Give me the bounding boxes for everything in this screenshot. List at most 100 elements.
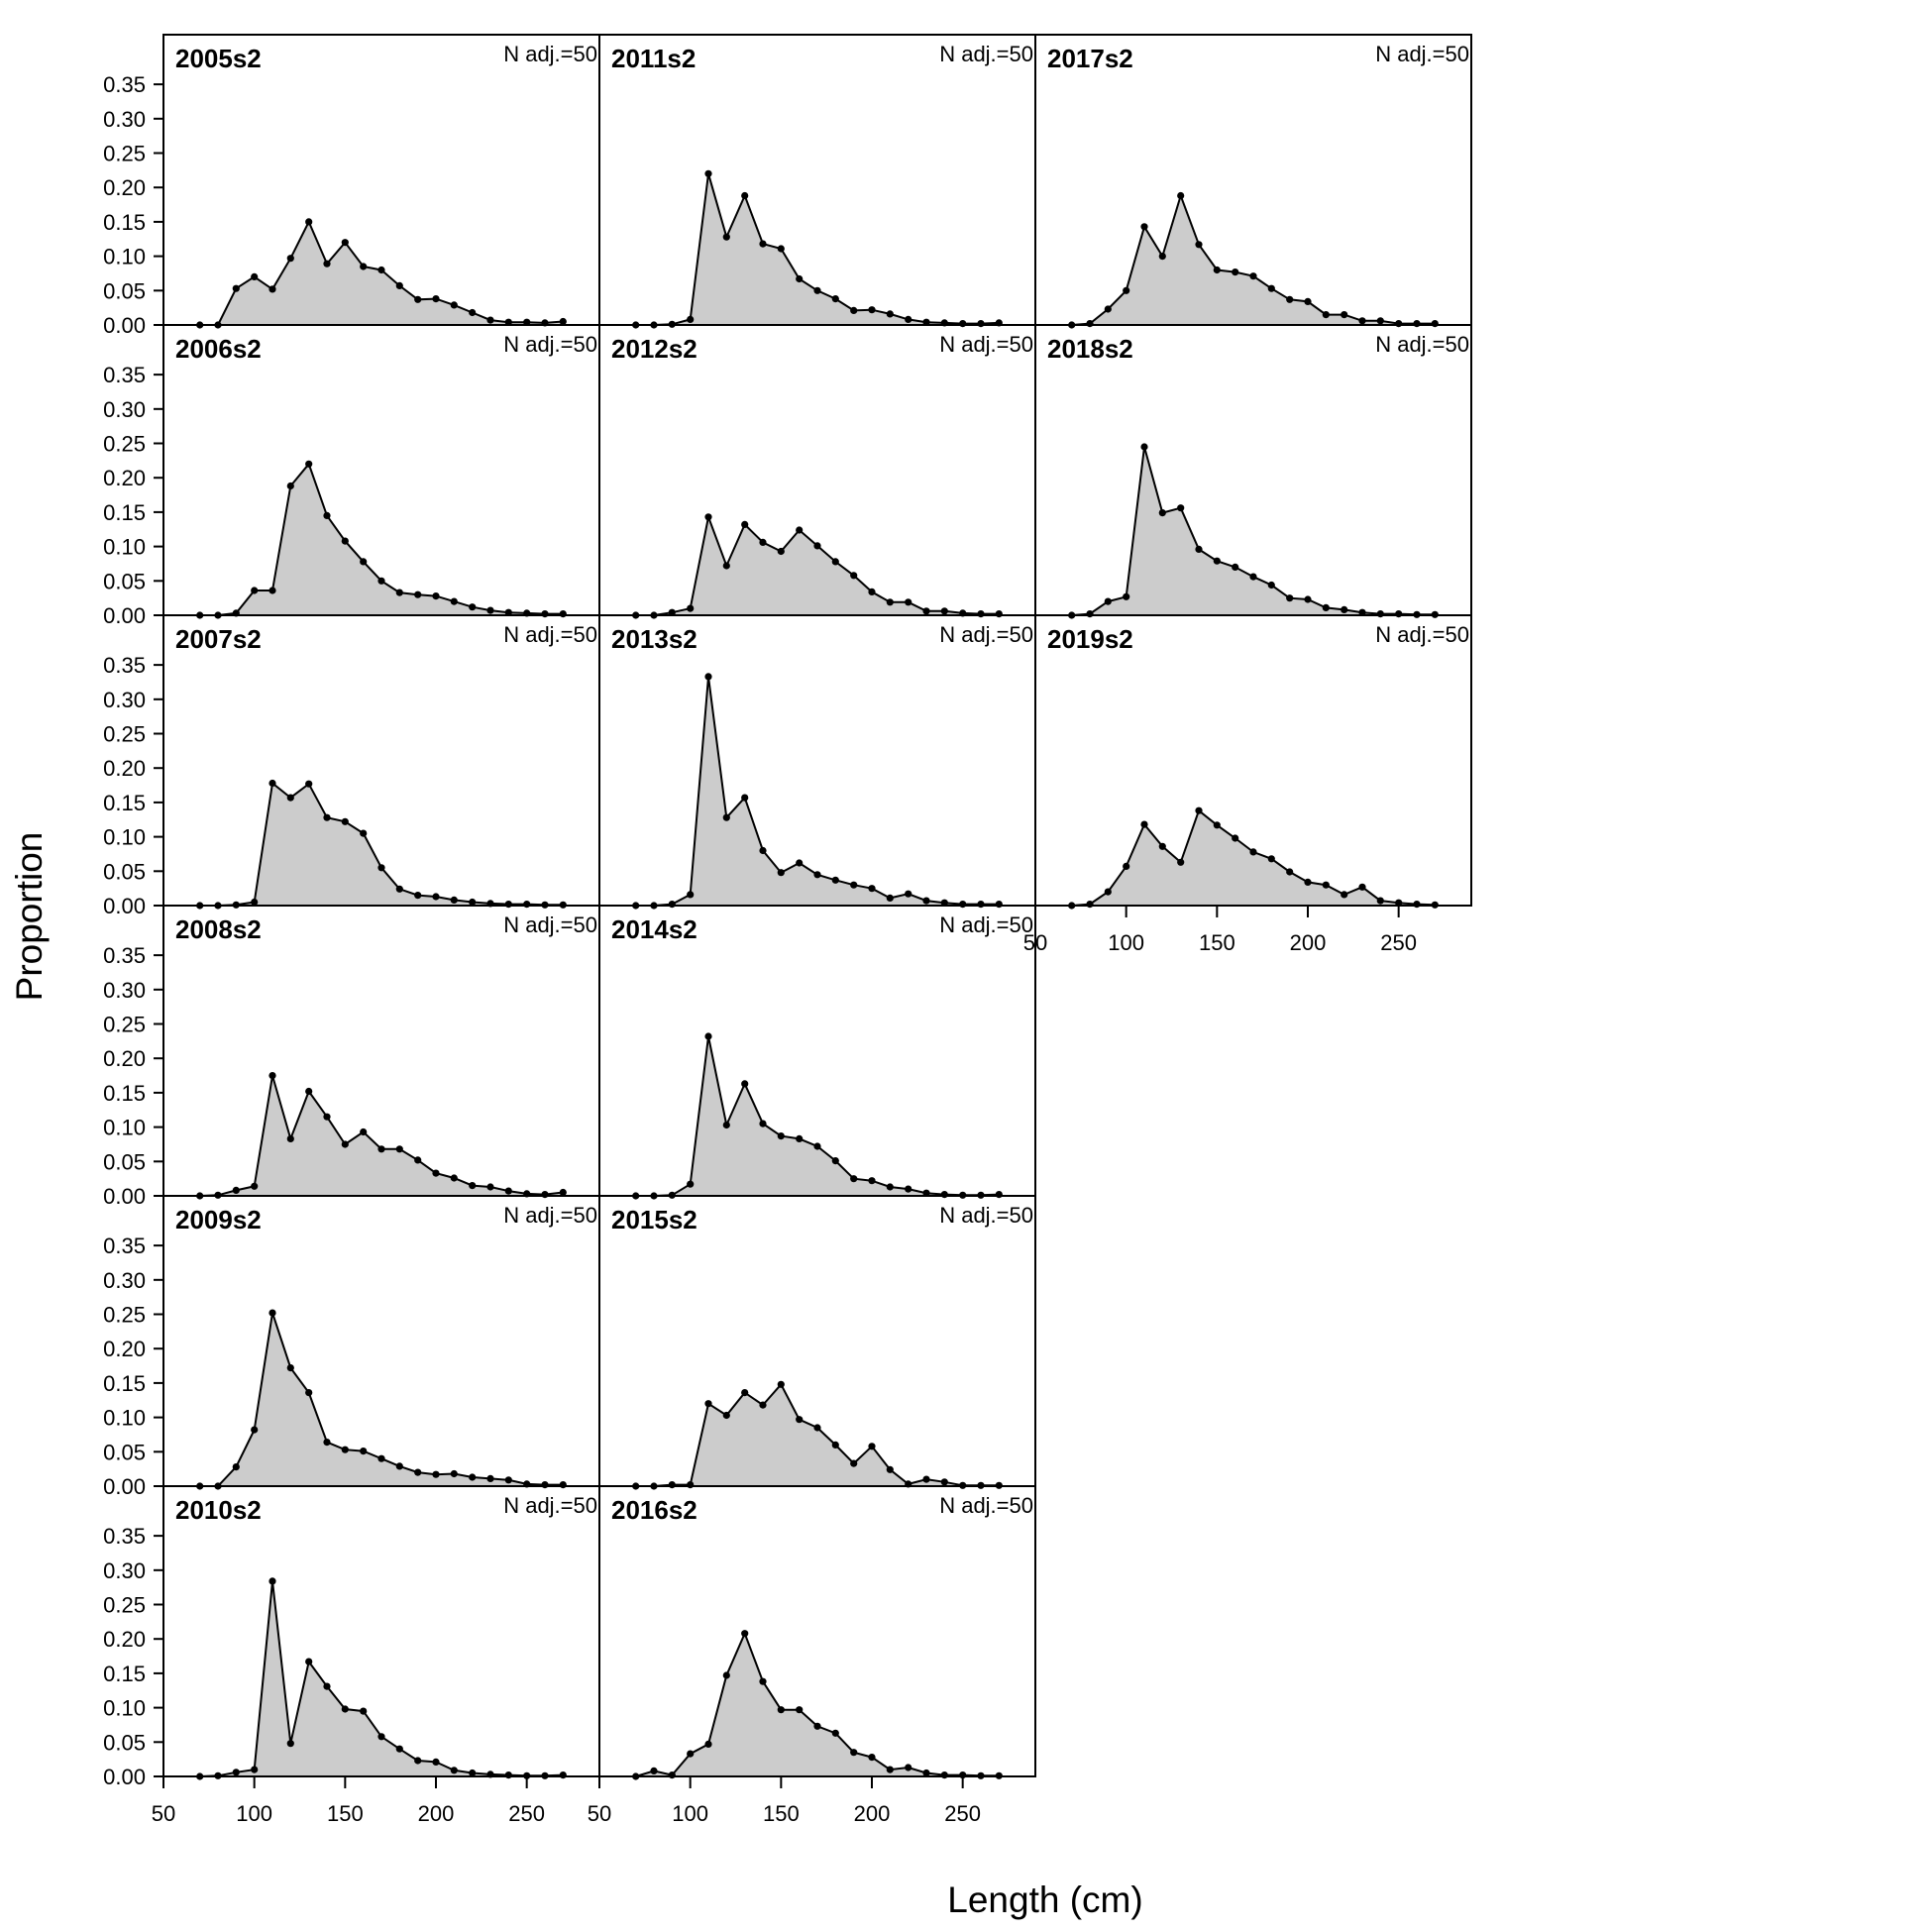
data-point (1286, 594, 1294, 602)
data-point (414, 1156, 422, 1164)
y-tick-label: 0.05 (103, 859, 146, 884)
data-point (377, 577, 385, 585)
data-point (940, 1478, 948, 1486)
data-point (268, 1072, 276, 1080)
data-point (323, 813, 331, 821)
y-tick-label: 0.10 (103, 535, 146, 560)
data-point (850, 1459, 858, 1467)
data-point (777, 245, 785, 253)
panel-title: 2015s2 (611, 1205, 698, 1234)
data-point (286, 794, 294, 802)
data-point (1322, 881, 1330, 889)
data-point (741, 520, 749, 529)
data-point (1195, 545, 1203, 554)
data-point (286, 482, 294, 490)
y-tick-label: 0.30 (103, 107, 146, 132)
y-tick-label: 0.20 (103, 1046, 146, 1071)
data-point (922, 1475, 930, 1483)
data-point (305, 218, 313, 226)
data-point (995, 1191, 1003, 1199)
y-tick-label: 0.00 (103, 313, 146, 338)
area-fill (635, 1633, 1000, 1776)
data-point (722, 1121, 730, 1129)
data-point (1140, 223, 1148, 231)
data-point (251, 272, 259, 280)
data-point (377, 1454, 385, 1462)
data-point (831, 1729, 839, 1737)
n-adj-label: N adj.=50 (1375, 42, 1469, 66)
y-tick-label: 0.25 (103, 1303, 146, 1328)
x-tick-label: 150 (327, 1801, 364, 1826)
data-point (687, 604, 695, 612)
y-tick-label: 0.05 (103, 569, 146, 593)
x-tick-label: 50 (152, 1801, 175, 1826)
data-point (868, 1443, 876, 1450)
data-point (305, 1087, 313, 1096)
x-tick-label: 250 (508, 1801, 545, 1826)
data-point (704, 169, 712, 177)
data-point (1413, 901, 1421, 909)
panel-2013s2: 2013s2 N adj.=50 (598, 614, 1036, 910)
data-point (759, 846, 767, 855)
data-point (450, 1469, 458, 1478)
data-point (286, 1364, 294, 1372)
data-point (559, 1481, 567, 1489)
x-tick-label: 250 (944, 1801, 981, 1826)
data-point (668, 901, 676, 909)
data-point (232, 1463, 240, 1471)
data-point (469, 308, 477, 317)
y-tick-label: 0.20 (103, 466, 146, 490)
x-axis-col-2: 50 100 150 200 250 (588, 1776, 981, 1826)
n-adj-label: N adj.=50 (503, 1493, 597, 1518)
data-point (360, 263, 368, 270)
n-adj-label: N adj.=50 (1375, 332, 1469, 357)
area-fill (1071, 447, 1436, 615)
data-point (286, 1134, 294, 1142)
panel-title: 2017s2 (1047, 44, 1133, 73)
panel-2019s2: 2019s2 N adj.=50 (1034, 614, 1472, 910)
data-point (414, 1468, 422, 1476)
x-tick-label: 150 (1199, 930, 1235, 955)
area-fill (635, 173, 1000, 325)
data-point (286, 1740, 294, 1748)
data-point (1322, 603, 1330, 612)
data-point (232, 1186, 240, 1194)
data-point (886, 598, 894, 606)
y-tick-label: 0.25 (103, 1593, 146, 1618)
panel-title: 2009s2 (175, 1205, 262, 1234)
y-tick-label: 0.00 (103, 1474, 146, 1499)
data-point (305, 1658, 313, 1665)
data-point (486, 1474, 494, 1482)
data-point (360, 558, 368, 566)
panel-frame (598, 34, 1036, 326)
data-point (1376, 610, 1384, 618)
data-point (1376, 897, 1384, 905)
data-point (741, 794, 749, 802)
data-point (868, 885, 876, 893)
panel-title: 2019s2 (1047, 624, 1133, 654)
x-tick-label: 100 (1108, 930, 1144, 955)
data-point (1123, 862, 1130, 871)
data-point (741, 191, 749, 200)
panel-2008s2: 0.00 0.05 0.10 0.15 0.20 0.25 0.30 0.35 2008s2 N … (103, 905, 600, 1209)
data-point (813, 1424, 821, 1432)
data-point (995, 610, 1003, 618)
panel-2005s2: 0.00 0.05 0.10 0.15 0.20 0.25 0.30 0.35 2005s2 N … (103, 34, 600, 338)
data-point (959, 901, 967, 909)
data-point (377, 266, 385, 274)
data-point (469, 1473, 477, 1481)
data-point (323, 1113, 331, 1121)
data-point (395, 885, 403, 893)
data-point (268, 587, 276, 594)
panel-2017s2: 2017s2 N adj.=50 (1034, 34, 1472, 329)
y-tick-label: 0.35 (103, 1234, 146, 1258)
data-point (1267, 284, 1275, 292)
data-point (432, 893, 440, 901)
data-point (759, 1677, 767, 1685)
data-point (1431, 320, 1439, 328)
panel-2016s2: 2016s2 N adj.=50 (598, 1485, 1036, 1780)
n-adj-label: N adj.=50 (939, 1493, 1033, 1518)
data-point (831, 558, 839, 566)
y-tick-label: 0.00 (103, 1184, 146, 1209)
y-tick-label: 0.25 (103, 432, 146, 457)
